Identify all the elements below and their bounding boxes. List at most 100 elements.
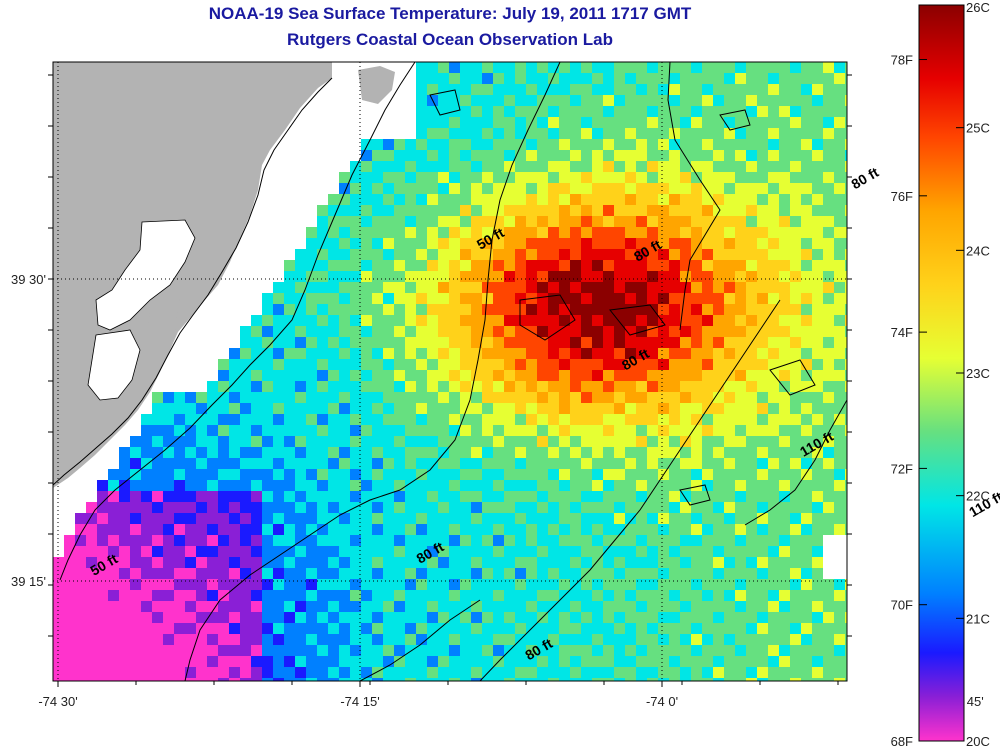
sst-cell — [427, 524, 438, 535]
sst-cell — [812, 447, 823, 458]
sst-cell — [581, 128, 592, 139]
sst-cell — [350, 535, 361, 546]
sst-cell — [768, 106, 779, 117]
sst-cell — [240, 535, 251, 546]
sst-cell — [504, 62, 515, 73]
sst-cell — [240, 623, 251, 634]
sst-cell — [636, 513, 647, 524]
sst-cell — [240, 447, 251, 458]
sst-cell — [691, 579, 702, 590]
sst-cell — [394, 634, 405, 645]
sst-cell — [603, 216, 614, 227]
sst-cell — [317, 491, 328, 502]
sst-cell — [97, 557, 108, 568]
sst-cell — [702, 128, 713, 139]
sst-cell — [625, 546, 636, 557]
sst-cell — [339, 524, 350, 535]
sst-cell — [548, 172, 559, 183]
sst-cell — [592, 194, 603, 205]
sst-cell — [449, 348, 460, 359]
sst-cell — [559, 62, 570, 73]
sst-cell — [471, 667, 482, 678]
sst-cell — [559, 106, 570, 117]
sst-cell — [823, 172, 834, 183]
sst-cell — [790, 447, 801, 458]
sst-cell — [207, 524, 218, 535]
sst-cell — [427, 106, 438, 117]
sst-cell — [812, 392, 823, 403]
sst-cell — [603, 84, 614, 95]
sst-cell — [504, 392, 515, 403]
sst-cell — [493, 524, 504, 535]
sst-cell — [185, 590, 196, 601]
sst-cell — [592, 678, 603, 681]
sst-cell — [735, 216, 746, 227]
sst-cell — [680, 304, 691, 315]
sst-cell — [768, 381, 779, 392]
sst-cell — [295, 370, 306, 381]
sst-cell — [229, 370, 240, 381]
sst-cell — [537, 656, 548, 667]
sst-cell — [449, 73, 460, 84]
sst-cell — [350, 491, 361, 502]
sst-cell — [251, 469, 262, 480]
sst-cell — [581, 271, 592, 282]
sst-cell — [460, 667, 471, 678]
sst-cell — [471, 128, 482, 139]
sst-cell — [680, 480, 691, 491]
sst-cell — [790, 535, 801, 546]
sst-cell — [691, 546, 702, 557]
sst-cell — [427, 194, 438, 205]
sst-cell — [284, 568, 295, 579]
sst-cell — [779, 128, 790, 139]
sst-cell — [229, 436, 240, 447]
sst-cell — [482, 139, 493, 150]
sst-cell — [306, 315, 317, 326]
sst-cell — [295, 271, 306, 282]
sst-cell — [570, 425, 581, 436]
sst-cell — [746, 447, 757, 458]
sst-cell — [328, 260, 339, 271]
sst-cell — [768, 337, 779, 348]
sst-cell — [449, 535, 460, 546]
sst-cell — [548, 546, 559, 557]
sst-cell — [273, 590, 284, 601]
sst-cell — [471, 293, 482, 304]
sst-cell — [460, 348, 471, 359]
sst-cell — [372, 623, 383, 634]
sst-cell — [669, 623, 680, 634]
sst-cell — [317, 260, 328, 271]
sst-cell — [416, 535, 427, 546]
sst-cell — [658, 392, 669, 403]
sst-cell — [449, 216, 460, 227]
sst-cell — [658, 381, 669, 392]
sst-cell — [757, 535, 768, 546]
sst-cell — [427, 392, 438, 403]
sst-cell — [339, 249, 350, 260]
sst-cell — [493, 293, 504, 304]
sst-cell — [735, 150, 746, 161]
sst-cell — [339, 491, 350, 502]
sst-cell — [691, 392, 702, 403]
sst-cell — [801, 601, 812, 612]
sst-cell — [108, 678, 119, 681]
sst-cell — [636, 403, 647, 414]
sst-cell — [526, 106, 537, 117]
sst-cell — [636, 84, 647, 95]
sst-cell — [669, 645, 680, 656]
sst-cell — [119, 535, 130, 546]
sst-cell — [845, 326, 847, 337]
sst-cell — [614, 326, 625, 337]
sst-cell — [658, 678, 669, 681]
sst-cell — [152, 524, 163, 535]
sst-cell — [581, 634, 592, 645]
sst-cell — [746, 480, 757, 491]
sst-cell — [702, 678, 713, 681]
sst-cell — [537, 447, 548, 458]
sst-cell — [405, 282, 416, 293]
sst-cell — [504, 568, 515, 579]
sst-cell — [790, 480, 801, 491]
sst-cell — [834, 381, 845, 392]
sst-cell — [372, 612, 383, 623]
sst-cell — [526, 370, 537, 381]
